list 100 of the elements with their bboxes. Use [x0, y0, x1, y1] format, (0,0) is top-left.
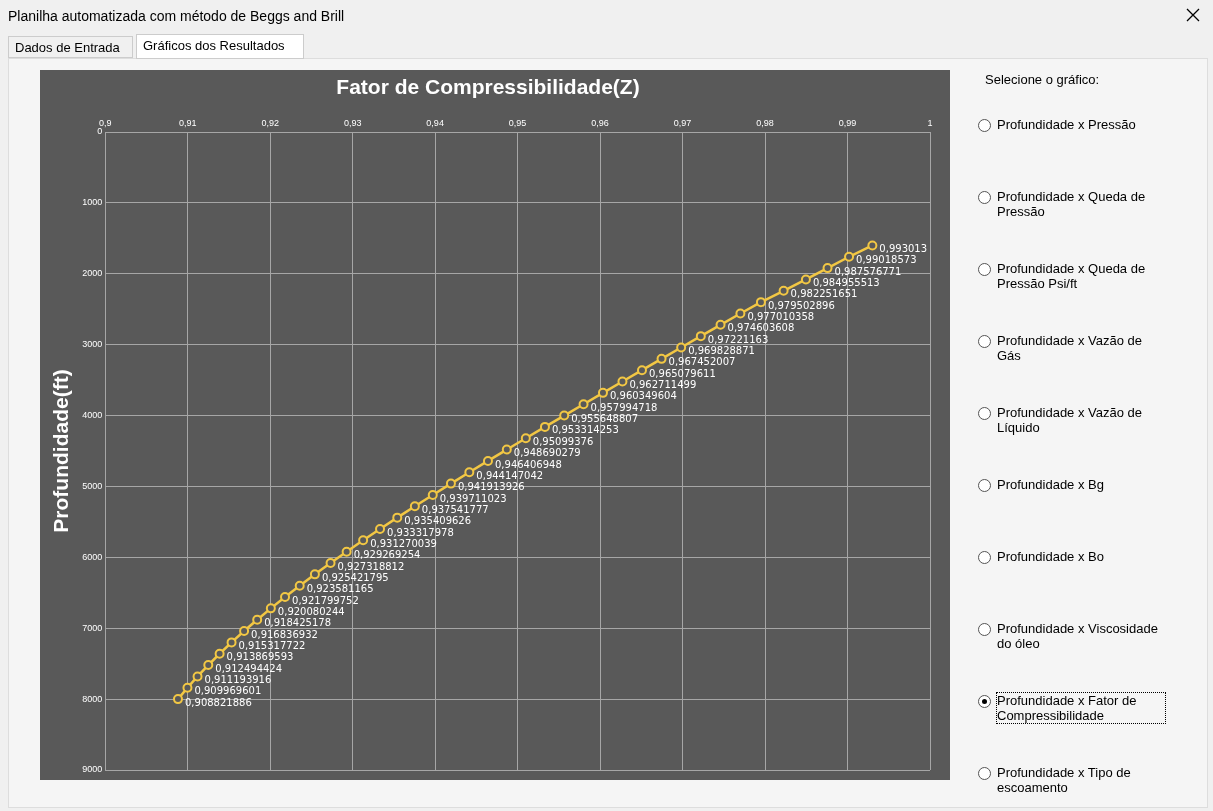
text: Profundidade x Viscosidade do óleo [997, 621, 1159, 651]
annotation: 0,937541777 [421, 503, 489, 515]
annotation: 0,977010358 [747, 311, 815, 323]
point [844, 251, 855, 262]
point [358, 535, 369, 546]
annotation: 0,909969601 [194, 685, 262, 697]
point [501, 444, 512, 455]
annotation: 0,915317722 [238, 639, 306, 651]
x-tick-label: 1 [927, 118, 933, 129]
point [341, 546, 352, 557]
x-tick-label: 0,99 [838, 118, 857, 129]
text: Dados de Entrada [8, 36, 133, 58]
annotation: 0,962711499 [629, 379, 697, 391]
annotation: 0,955648807 [571, 413, 639, 425]
annotation: 0,921799752 [292, 594, 359, 606]
annotation: 0,944147042 [476, 469, 544, 481]
annotation: 0,960349604 [609, 390, 677, 402]
annotation: 0,979502896 [767, 299, 835, 311]
point [325, 558, 336, 568]
point [578, 399, 589, 410]
annotation: 0,941913926 [457, 481, 525, 493]
annotation: 0,948690279 [513, 447, 581, 459]
annotation: 0,908821886 [184, 696, 252, 708]
y-tick-label: 2000 [82, 268, 103, 279]
point [392, 512, 403, 523]
point [309, 569, 320, 580]
text: Gráficos dos Resultados [136, 34, 304, 59]
annotation: 0,918425178 [264, 617, 331, 629]
y-axis-title: Profundidade(ft) [49, 369, 73, 533]
annotation: 0,933317978 [387, 526, 454, 538]
y-tick-label: 8000 [82, 693, 103, 704]
point [427, 489, 438, 500]
point [778, 285, 789, 296]
point [280, 592, 291, 603]
annotation: 0,913869593 [226, 651, 294, 663]
point [226, 637, 237, 648]
annotation: 0,984955513 [812, 277, 880, 289]
point [239, 626, 250, 637]
text: Profundidade x Tipo de escoamento [997, 765, 1132, 795]
point [755, 297, 766, 308]
text: Planilha automatizada com método de Beggs and Brill [8, 8, 345, 24]
point [182, 682, 193, 693]
text: Profundidade x Queda de Pressão [997, 189, 1147, 219]
annotation: 0,97221163 [707, 333, 769, 345]
annotation: 0,965079611 [648, 367, 716, 379]
annotation: 0,967452007 [668, 356, 736, 368]
chart-title: Fator de Compressibilidade(Z) [336, 75, 640, 99]
point [409, 501, 420, 512]
annotation: 0,946406948 [494, 458, 562, 470]
y-tick-label: 0 [97, 126, 103, 137]
point [867, 240, 878, 251]
x-tick-label: 0,9 [98, 118, 112, 129]
point [735, 308, 746, 319]
point [252, 614, 263, 625]
y-tick-label: 6000 [82, 551, 103, 562]
annotation: 0,982251651 [790, 288, 858, 300]
y-tick-label: 5000 [82, 480, 103, 491]
point [520, 433, 531, 444]
x-tick-label: 0,98 [756, 118, 774, 129]
annotation: 0,931270039 [370, 537, 437, 549]
annotation: 0,912494424 [215, 662, 283, 674]
annotation: 0,939711023 [439, 492, 507, 504]
x-tick-label: 0,97 [673, 118, 692, 129]
annotation: 0,929269254 [353, 549, 421, 561]
point [375, 523, 386, 534]
annotation: 0,935409626 [404, 515, 472, 527]
x-tick-label: 0,96 [591, 118, 609, 129]
annotation: 0,974603608 [727, 322, 795, 334]
annotation: 0,923581165 [306, 583, 374, 595]
annotation: 0,953314253 [551, 424, 619, 436]
point [294, 580, 305, 591]
annotation: 0,95099376 [532, 435, 594, 447]
text: Profundidade x Vazão de Líquido [997, 405, 1144, 435]
annotation: 0,920080244 [277, 605, 345, 617]
x-tick-label: 0,95 [508, 118, 527, 129]
text: Profundidade x Bo [997, 549, 1104, 564]
point [445, 478, 456, 489]
y-tick-label: 4000 [82, 410, 103, 421]
point [695, 331, 706, 342]
point [265, 603, 276, 614]
annotation: 0,957994718 [590, 401, 658, 413]
annotation: 0,927318812 [337, 560, 405, 572]
x-tick-label: 0,93 [343, 118, 362, 129]
point [464, 467, 475, 478]
point [676, 342, 687, 353]
annotation: 0,99018573 [856, 254, 917, 266]
text: Selecione o gráfico: [985, 72, 1100, 87]
point [559, 410, 570, 421]
annotation: 0,916836932 [251, 628, 318, 640]
annotation: 0,987576771 [834, 265, 902, 277]
x-tick-label: 0,91 [178, 118, 197, 129]
y-tick-label: 1000 [82, 197, 103, 208]
point [597, 387, 608, 398]
x-tick-label: 0,94 [426, 118, 444, 129]
point [203, 660, 214, 671]
point [656, 353, 667, 364]
point [715, 319, 726, 330]
x-tick-label: 0,92 [261, 118, 279, 129]
text: Profundidade x Pressão [997, 117, 1136, 132]
point [800, 274, 811, 285]
